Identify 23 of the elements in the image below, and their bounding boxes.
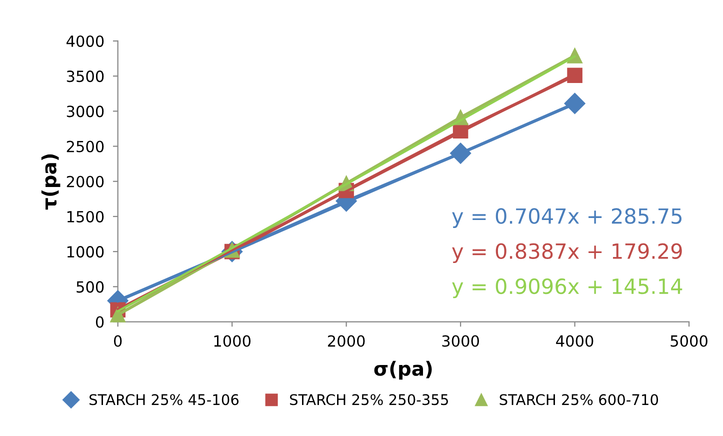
- y-tick-label: 500: [76, 281, 104, 293]
- x-tick-label: 5000: [670, 335, 708, 347]
- y-tick-label: 2000: [66, 176, 104, 188]
- y-tick-label: 0: [96, 316, 104, 328]
- x-tick-label: 2000: [328, 335, 365, 347]
- y-axis-title: τ(pa): [41, 154, 60, 210]
- annotation: y = 0.9096x + 145.14: [452, 278, 682, 298]
- y-tick-label: 3500: [66, 70, 104, 82]
- legend-label: STARCH 25% 600-710: [500, 394, 658, 406]
- legend-label: STARCH 25% 250-355: [290, 394, 448, 406]
- y-tick-label: 2500: [66, 140, 104, 152]
- y-tick-label: 3000: [66, 106, 104, 118]
- y-tick-label: 4000: [66, 35, 104, 48]
- x-tick-label: 1000: [214, 335, 251, 347]
- annotation: y = 0.8387x + 179.29: [452, 243, 682, 264]
- legend-label: STARCH 25% 45-106: [90, 394, 239, 406]
- y-tick-label: 1000: [67, 246, 104, 258]
- x-tick-label: 0: [114, 335, 122, 347]
- y-tick-label: 1500: [67, 210, 104, 222]
- annotation: y = 0.7047x + 285.75: [452, 208, 682, 228]
- x-tick-label: 3000: [442, 335, 479, 347]
- x-axis-title: σ(pa): [374, 360, 432, 380]
- x-tick-label: 4000: [556, 335, 594, 347]
